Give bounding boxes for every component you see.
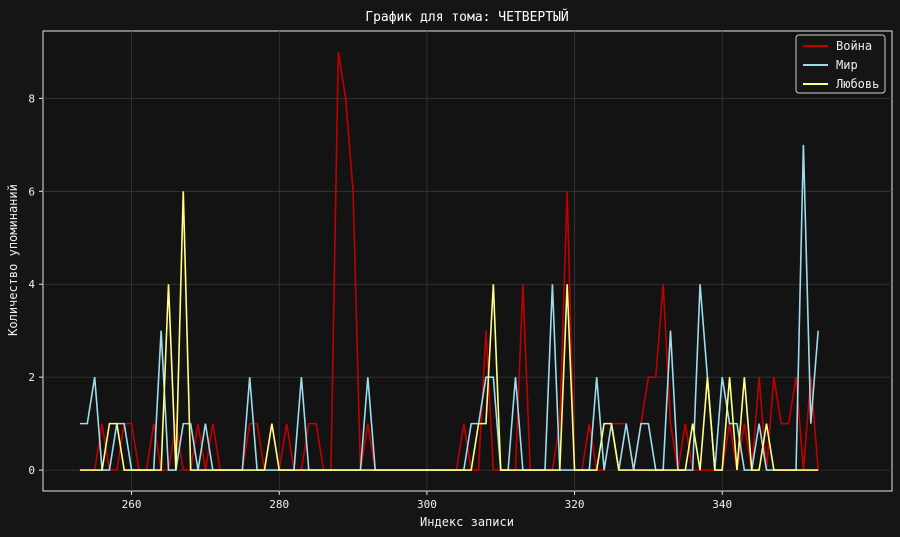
plot-area [42,30,893,492]
y-tick-label: 4 [28,278,35,291]
series-line-2 [79,191,819,471]
x-tick-label: 300 [417,498,437,511]
legend: Война Мир Любовь [795,34,886,94]
y-tick-label: 2 [28,371,35,384]
legend-box [795,34,886,94]
chart-title: График для тома: ЧЕТВЕРТЫЙ [365,9,569,25]
y-tick-label: 0 [28,464,35,477]
y-tick-label: 8 [28,92,35,105]
legend-label-2: Любовь [836,77,879,91]
x-tick-label: 280 [269,498,289,511]
x-tick-label: 340 [712,498,732,511]
x-tick-label: 320 [565,498,585,511]
series-lines [79,51,819,471]
y-axis-ticks: 0 2 4 6 8 [28,92,43,477]
y-axis-label: Количество упоминаний [6,184,20,336]
x-axis-label: Индекс записи [420,515,514,529]
legend-label-1: Мир [836,58,858,72]
y-tick-label: 6 [28,185,35,198]
legend-label-0: Война [836,39,872,53]
x-tick-label: 260 [122,498,142,511]
x-axis-ticks: 260 280 300 320 340 [122,491,732,511]
